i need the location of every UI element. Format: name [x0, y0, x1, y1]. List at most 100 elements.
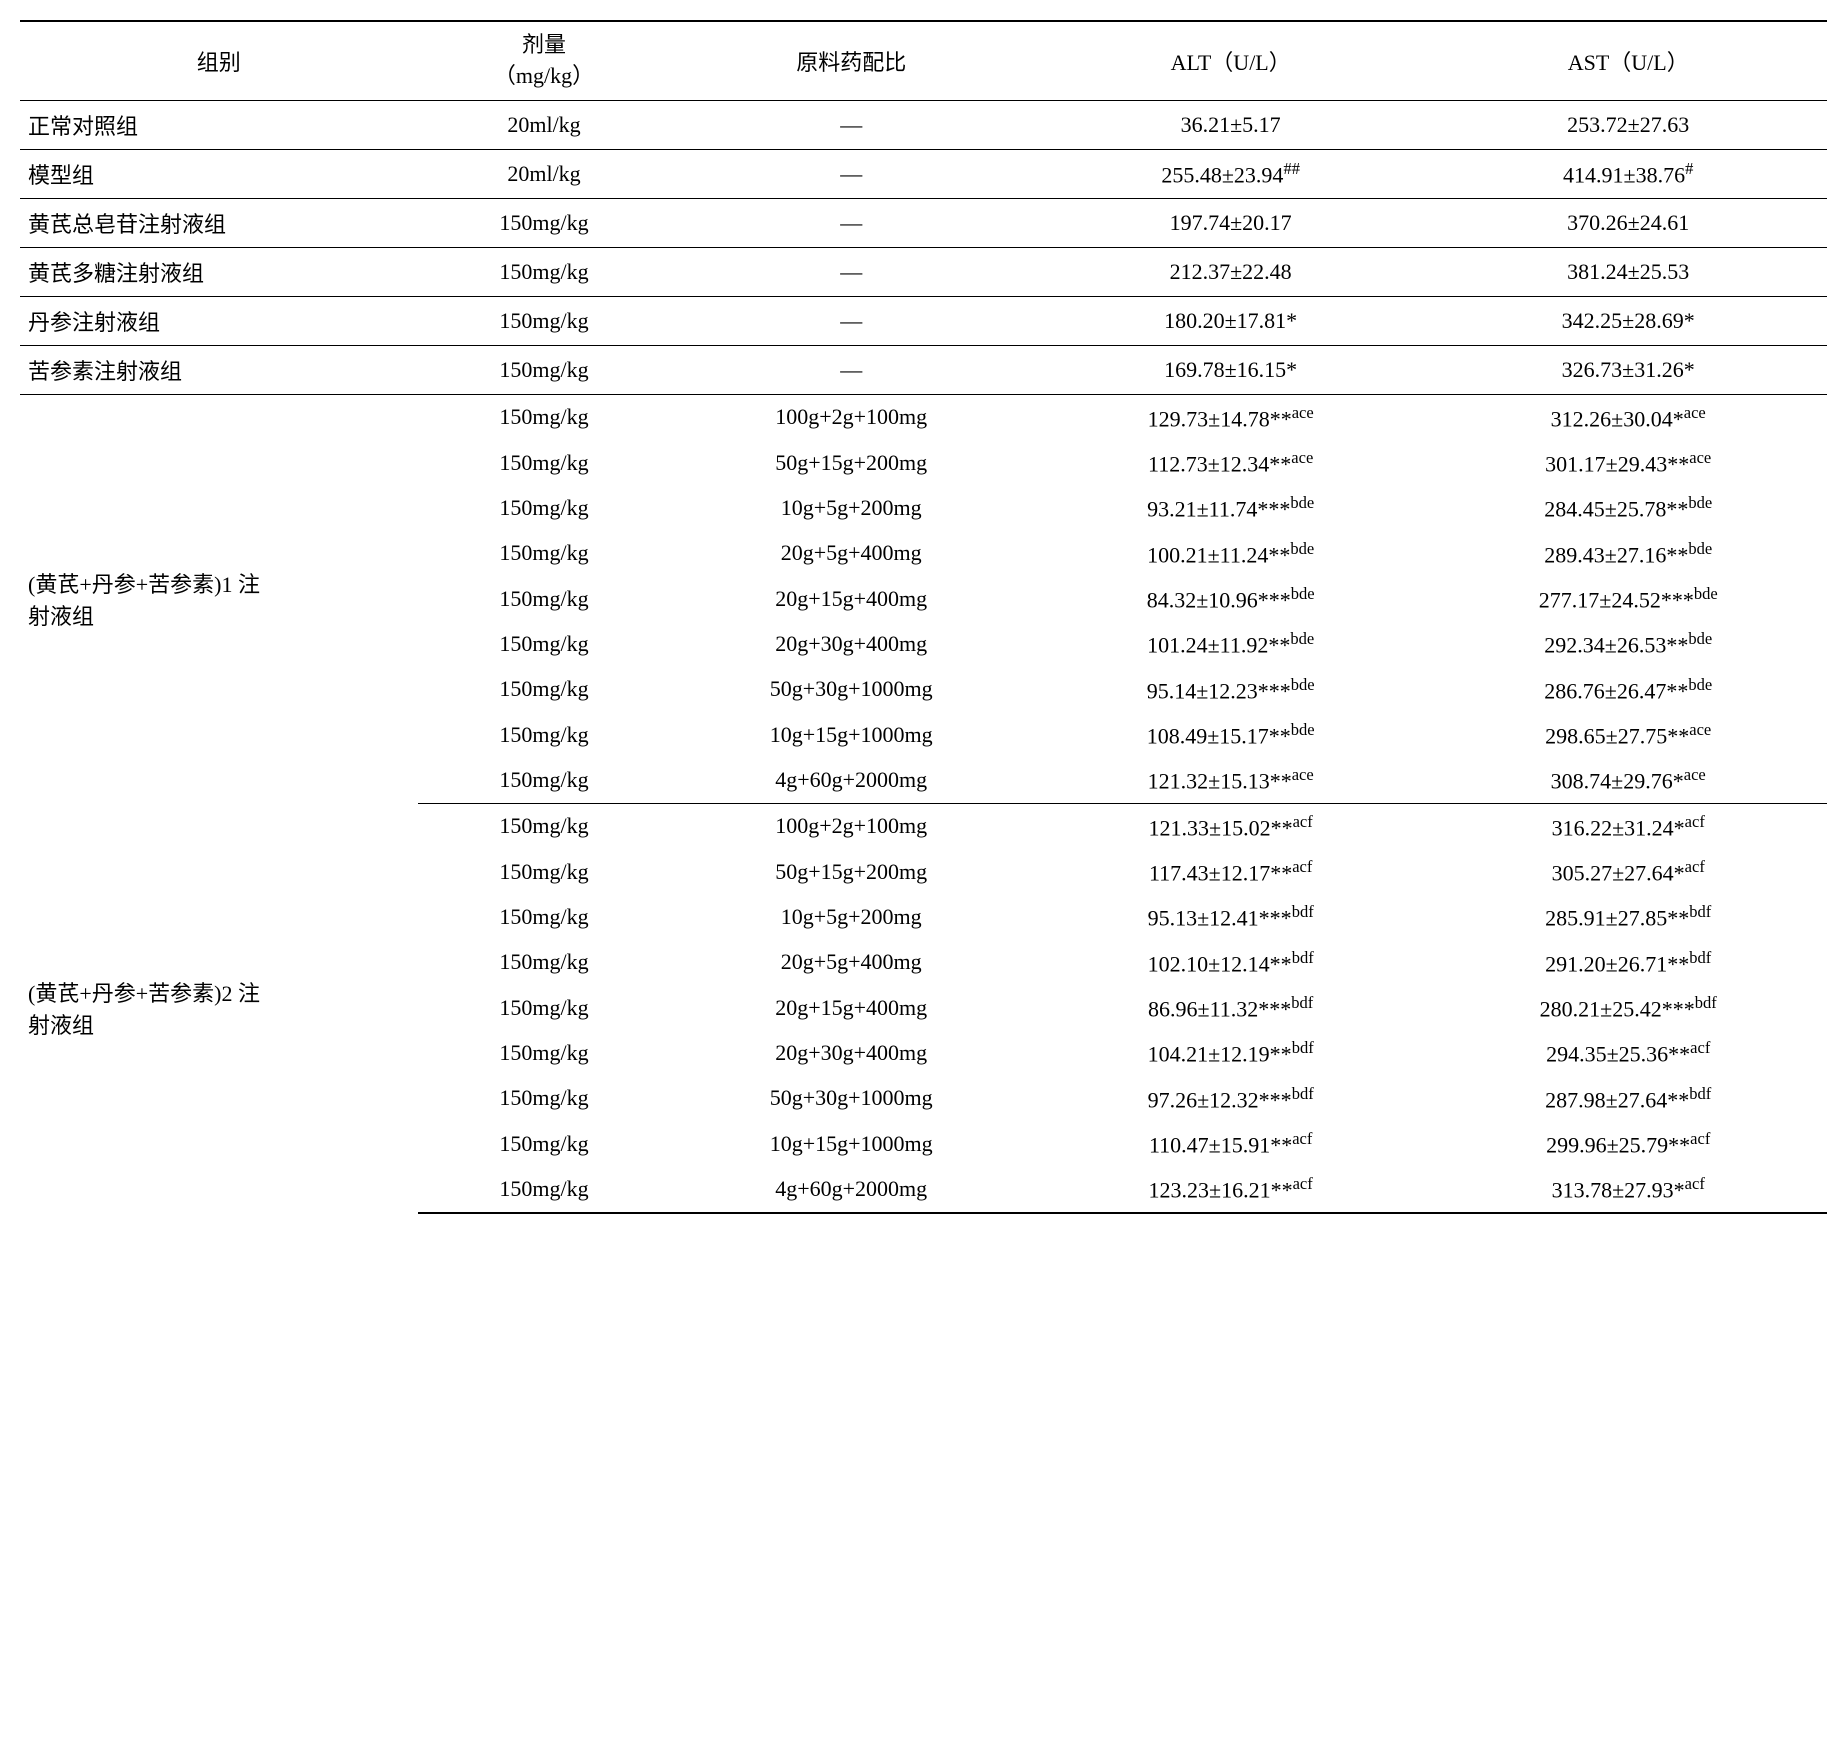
ratio-cell: 4g+60g+2000mg: [671, 757, 1032, 803]
table-row: 模型组20ml/kg—255.48±23.94##414.91±38.76#: [20, 149, 1827, 198]
table-row: 黄芪总皂苷注射液组150mg/kg—197.74±20.17370.26±24.…: [20, 198, 1827, 247]
header-dose-line1: 剂量: [422, 30, 667, 61]
ast-cell: 284.45±25.78**bde: [1429, 485, 1827, 530]
header-group: 组别: [20, 21, 418, 100]
alt-cell: 180.20±17.81*: [1032, 296, 1430, 345]
dose-cell: 20ml/kg: [418, 149, 671, 198]
ratio-cell: 20g+30g+400mg: [671, 621, 1032, 666]
dose-cell: 150mg/kg: [418, 940, 671, 985]
ast-cell: 298.65±27.75**ace: [1429, 712, 1827, 757]
alt-cell: 84.32±10.96***bde: [1032, 576, 1430, 621]
alt-cell: 110.47±15.91**acf: [1032, 1121, 1430, 1166]
ratio-cell: —: [671, 198, 1032, 247]
ast-cell: 316.22±31.24*acf: [1429, 803, 1827, 849]
ast-cell: 291.20±26.71**bdf: [1429, 940, 1827, 985]
table-row: 黄芪多糖注射液组150mg/kg—212.37±22.48381.24±25.5…: [20, 247, 1827, 296]
ratio-cell: 10g+5g+200mg: [671, 485, 1032, 530]
dose-cell: 150mg/kg: [418, 247, 671, 296]
alt-cell: 101.24±11.92**bde: [1032, 621, 1430, 666]
ratio-cell: —: [671, 100, 1032, 149]
dose-cell: 150mg/kg: [418, 894, 671, 939]
ast-cell: 326.73±31.26*: [1429, 345, 1827, 394]
ratio-cell: 10g+5g+200mg: [671, 894, 1032, 939]
alt-cell: 255.48±23.94##: [1032, 149, 1430, 198]
alt-cell: 212.37±22.48: [1032, 247, 1430, 296]
table-body: 正常对照组20ml/kg—36.21±5.17253.72±27.63模型组20…: [20, 100, 1827, 1212]
alt-cell: 102.10±12.14**bdf: [1032, 940, 1430, 985]
ast-cell: 370.26±24.61: [1429, 198, 1827, 247]
ratio-cell: 100g+2g+100mg: [671, 394, 1032, 440]
header-ast: AST（U/L）: [1429, 21, 1827, 100]
group-cell: 丹参注射液组: [20, 296, 418, 345]
alt-cell: 123.23±16.21**acf: [1032, 1166, 1430, 1212]
header-ratio: 原料药配比: [671, 21, 1032, 100]
alt-cell: 121.32±15.13**ace: [1032, 757, 1430, 803]
ast-cell: 287.98±27.64**bdf: [1429, 1076, 1827, 1121]
table-row: 苦参素注射液组150mg/kg—169.78±16.15*326.73±31.2…: [20, 345, 1827, 394]
ratio-cell: 4g+60g+2000mg: [671, 1166, 1032, 1212]
ast-cell: 286.76±26.47**bde: [1429, 667, 1827, 712]
dose-cell: 150mg/kg: [418, 1121, 671, 1166]
header-alt: ALT（U/L）: [1032, 21, 1430, 100]
ratio-cell: 20g+5g+400mg: [671, 531, 1032, 576]
ast-cell: 280.21±25.42***bdf: [1429, 985, 1827, 1030]
ratio-cell: —: [671, 247, 1032, 296]
ratio-cell: 50g+15g+200mg: [671, 440, 1032, 485]
alt-cell: 108.49±15.17**bde: [1032, 712, 1430, 757]
header-dose: 剂量 （mg/kg）: [418, 21, 671, 100]
ratio-cell: 50g+15g+200mg: [671, 849, 1032, 894]
dose-cell: 150mg/kg: [418, 985, 671, 1030]
ratio-cell: 10g+15g+1000mg: [671, 1121, 1032, 1166]
ast-cell: 277.17±24.52***bde: [1429, 576, 1827, 621]
dose-cell: 150mg/kg: [418, 296, 671, 345]
ratio-cell: 50g+30g+1000mg: [671, 667, 1032, 712]
alt-cell: 97.26±12.32***bdf: [1032, 1076, 1430, 1121]
alt-cell: 169.78±16.15*: [1032, 345, 1430, 394]
group-cell: (黄芪+丹参+苦参素)1 注射液组: [20, 394, 418, 803]
ratio-cell: 100g+2g+100mg: [671, 803, 1032, 849]
dose-cell: 150mg/kg: [418, 1076, 671, 1121]
data-table: 组别 剂量 （mg/kg） 原料药配比 ALT（U/L） AST（U/L） 正常…: [20, 20, 1827, 1214]
ratio-cell: 20g+30g+400mg: [671, 1030, 1032, 1075]
group-cell: 正常对照组: [20, 100, 418, 149]
ast-cell: 305.27±27.64*acf: [1429, 849, 1827, 894]
alt-cell: 100.21±11.24**bde: [1032, 531, 1430, 576]
dose-cell: 150mg/kg: [418, 394, 671, 440]
ast-cell: 312.26±30.04*ace: [1429, 394, 1827, 440]
ast-cell: 292.34±26.53**bde: [1429, 621, 1827, 666]
ast-cell: 414.91±38.76#: [1429, 149, 1827, 198]
ast-cell: 294.35±25.36**acf: [1429, 1030, 1827, 1075]
dose-cell: 150mg/kg: [418, 531, 671, 576]
alt-cell: 95.13±12.41***bdf: [1032, 894, 1430, 939]
alt-cell: 93.21±11.74***bde: [1032, 485, 1430, 530]
alt-cell: 121.33±15.02**acf: [1032, 803, 1430, 849]
dose-cell: 150mg/kg: [418, 1030, 671, 1075]
ast-cell: 381.24±25.53: [1429, 247, 1827, 296]
alt-cell: 86.96±11.32***bdf: [1032, 985, 1430, 1030]
ratio-cell: 10g+15g+1000mg: [671, 712, 1032, 757]
ast-cell: 313.78±27.93*acf: [1429, 1166, 1827, 1212]
dose-cell: 150mg/kg: [418, 576, 671, 621]
dose-cell: 150mg/kg: [418, 345, 671, 394]
ratio-cell: —: [671, 149, 1032, 198]
alt-cell: 129.73±14.78**ace: [1032, 394, 1430, 440]
ratio-cell: 20g+5g+400mg: [671, 940, 1032, 985]
header-row: 组别 剂量 （mg/kg） 原料药配比 ALT（U/L） AST（U/L）: [20, 21, 1827, 100]
ratio-cell: 20g+15g+400mg: [671, 985, 1032, 1030]
alt-cell: 117.43±12.17**acf: [1032, 849, 1430, 894]
ratio-cell: 20g+15g+400mg: [671, 576, 1032, 621]
ratio-cell: —: [671, 296, 1032, 345]
dose-cell: 150mg/kg: [418, 849, 671, 894]
table-row: (黄芪+丹参+苦参素)1 注射液组150mg/kg100g+2g+100mg12…: [20, 394, 1827, 440]
dose-cell: 150mg/kg: [418, 667, 671, 712]
ast-cell: 301.17±29.43**ace: [1429, 440, 1827, 485]
alt-cell: 112.73±12.34**ace: [1032, 440, 1430, 485]
ast-cell: 299.96±25.79**acf: [1429, 1121, 1827, 1166]
dose-cell: 150mg/kg: [418, 485, 671, 530]
group-cell: 黄芪总皂苷注射液组: [20, 198, 418, 247]
ast-cell: 285.91±27.85**bdf: [1429, 894, 1827, 939]
alt-cell: 197.74±20.17: [1032, 198, 1430, 247]
dose-cell: 150mg/kg: [418, 712, 671, 757]
dose-cell: 150mg/kg: [418, 198, 671, 247]
table-row: 正常对照组20ml/kg—36.21±5.17253.72±27.63: [20, 100, 1827, 149]
